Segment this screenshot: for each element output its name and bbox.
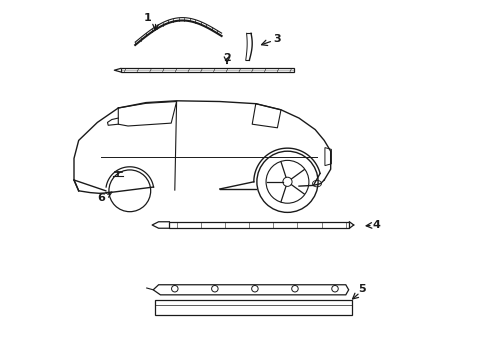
- Text: 4: 4: [372, 220, 380, 230]
- Text: 3: 3: [273, 33, 281, 44]
- Text: 1: 1: [144, 13, 152, 23]
- Text: 2: 2: [223, 53, 231, 63]
- Text: 5: 5: [358, 284, 366, 294]
- Text: 6: 6: [97, 193, 105, 203]
